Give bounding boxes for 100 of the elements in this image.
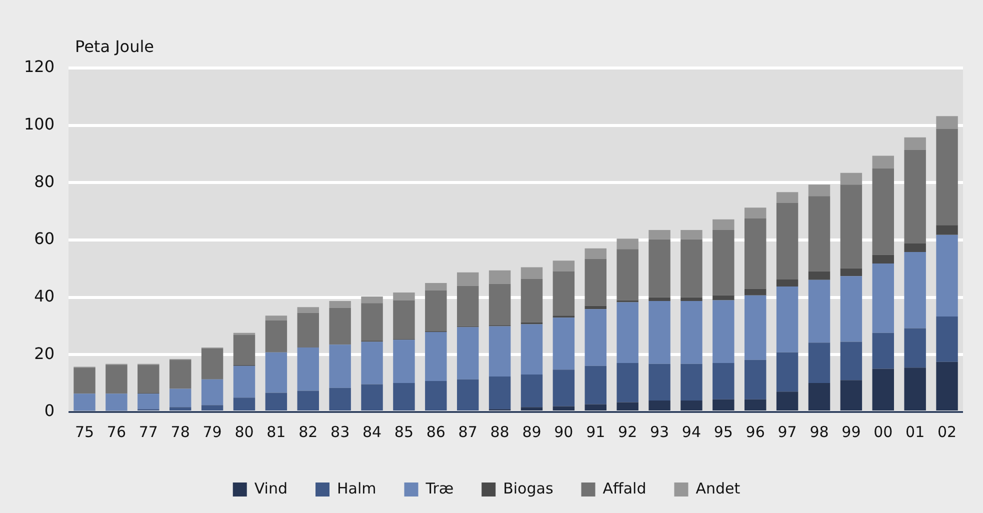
bar [744, 360, 766, 400]
bar [680, 364, 702, 401]
legend-label: Affald [602, 479, 646, 498]
x-tick-label: 95 [714, 422, 733, 441]
legend-label: Vind [254, 479, 288, 498]
bar [138, 364, 160, 393]
bar [808, 342, 830, 384]
x-tick-label: 86 [426, 422, 446, 441]
bar [808, 271, 830, 280]
x-tick-label: 88 [490, 422, 510, 441]
bar [648, 239, 670, 298]
x-tick-label: 93 [650, 422, 670, 441]
legend-label: Andet [696, 479, 740, 498]
bar [233, 366, 256, 398]
bar [233, 334, 256, 365]
x-tick-label: 90 [554, 422, 574, 441]
bar [712, 300, 734, 363]
bar [840, 172, 862, 185]
bar [712, 230, 734, 296]
bar [393, 300, 415, 339]
bar [936, 225, 958, 235]
bar [936, 116, 958, 129]
y-tick-label: 80 [34, 172, 55, 191]
bar [201, 348, 224, 380]
bar [776, 192, 798, 203]
bar [456, 327, 479, 380]
bar [584, 248, 606, 259]
bar [744, 288, 766, 296]
bar [616, 238, 638, 250]
bar [872, 332, 894, 369]
bar [106, 394, 128, 411]
bar [393, 292, 415, 300]
bar [744, 295, 766, 360]
bar [584, 309, 606, 366]
bar [680, 239, 702, 298]
bar [776, 352, 798, 392]
bar [840, 184, 862, 268]
x-tick-label: 98 [810, 422, 829, 441]
bar [488, 284, 511, 326]
x-tick-label: 87 [458, 422, 478, 441]
bar [393, 340, 415, 384]
bar [904, 243, 926, 252]
bar [552, 318, 575, 370]
bar [712, 295, 734, 300]
x-tick-label: 76 [106, 422, 126, 441]
bar [425, 283, 447, 290]
bar [616, 362, 638, 402]
x-tick-label: 81 [266, 422, 286, 441]
bar [520, 374, 543, 408]
bar [840, 268, 862, 276]
bar [552, 370, 575, 406]
bar [808, 280, 830, 343]
bar [74, 368, 96, 394]
bar [904, 328, 926, 368]
bar [776, 280, 798, 286]
bar [648, 297, 670, 302]
bar [744, 218, 766, 289]
y-tick-label: 0 [44, 401, 55, 420]
x-tick-label: 82 [298, 422, 318, 441]
bar [936, 128, 958, 226]
bar [520, 278, 543, 322]
x-tick-label: 01 [906, 422, 925, 441]
bar [616, 249, 638, 300]
x-tick-label: 97 [778, 422, 797, 441]
x-tick-label: 92 [618, 422, 638, 441]
bar [808, 196, 830, 272]
x-tick-label: 00 [874, 422, 893, 441]
legend-label: Biogas [503, 479, 554, 498]
bar [840, 342, 862, 380]
bar [648, 364, 670, 401]
bar [712, 219, 734, 230]
x-tick-label: 89 [522, 422, 542, 441]
bar [361, 342, 383, 384]
bar [744, 208, 766, 218]
x-tick-label: 96 [746, 422, 765, 441]
legend-label: Halm [336, 479, 376, 498]
bar [680, 230, 702, 240]
legend-label: Træ [424, 479, 454, 498]
x-tick-label: 94 [682, 422, 702, 441]
y-axis-title: Peta Joule [75, 37, 154, 56]
bar [552, 271, 575, 316]
bar [265, 352, 288, 393]
bar [456, 286, 479, 326]
x-tick-label: 84 [362, 422, 382, 441]
x-tick-label: 85 [394, 422, 414, 441]
bar [872, 264, 894, 333]
bar [425, 332, 447, 382]
bar [361, 303, 383, 341]
bar [297, 348, 319, 391]
y-tick-label: 100 [24, 114, 55, 134]
bar [904, 150, 926, 244]
bar [265, 320, 288, 352]
bar [329, 301, 351, 308]
bar [297, 312, 319, 348]
y-tick-label: 120 [24, 57, 55, 76]
bar [456, 272, 479, 286]
bar [648, 230, 670, 240]
bar [297, 307, 319, 313]
bar [840, 276, 862, 342]
bar [425, 290, 447, 332]
